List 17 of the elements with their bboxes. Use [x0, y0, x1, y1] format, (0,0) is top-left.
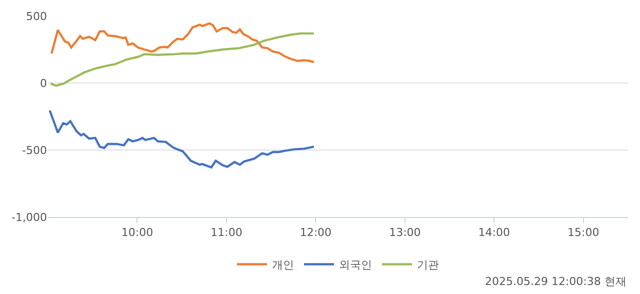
y-tick-label: 0 [40, 76, 47, 90]
legend-label: 외국인 [339, 258, 372, 272]
y-tick-label: 500 [26, 10, 47, 23]
x-tick-label: 13:00 [389, 226, 421, 240]
x-tick-label: 12:00 [300, 226, 332, 240]
legend-label: 개인 [272, 258, 294, 272]
x-tick-label: 11:00 [210, 226, 242, 240]
y-tick-label: -500 [22, 144, 47, 157]
line-series [50, 32, 316, 87]
legend-label: 기관 [417, 258, 439, 272]
x-tick-label: 15:00 [568, 226, 600, 240]
text: 2025.05.29 12:00:38 현재 [485, 275, 626, 288]
y-tick-label: -1,000 [12, 210, 47, 224]
line-series [48, 109, 316, 169]
line-series [50, 22, 316, 64]
x-tick-label: 14:00 [478, 226, 510, 240]
x-tick-label: 10:00 [121, 226, 154, 240]
